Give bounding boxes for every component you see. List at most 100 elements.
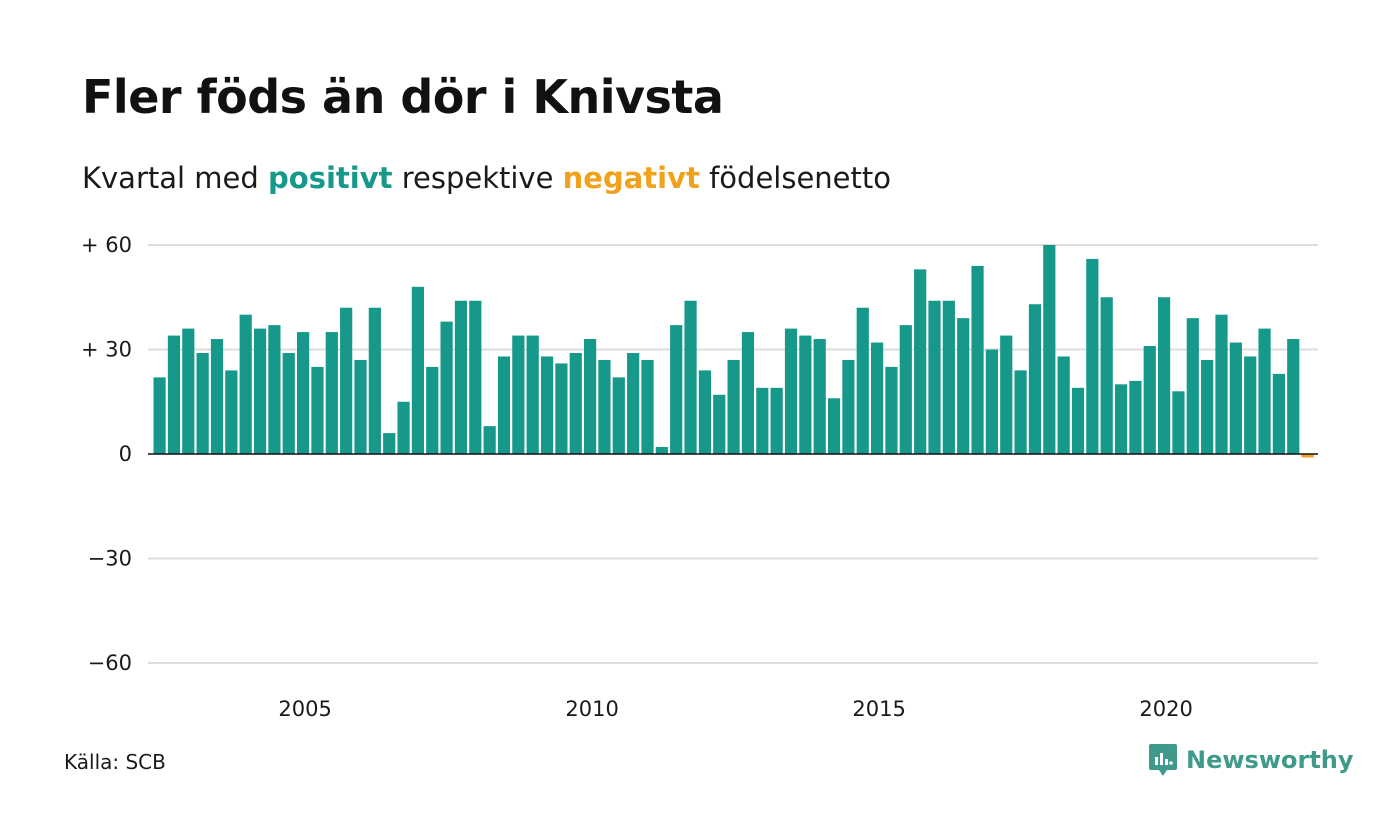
source-note: Källa: SCB <box>64 750 166 774</box>
bar <box>598 359 611 454</box>
bar <box>871 342 884 454</box>
bar <box>612 377 625 454</box>
bar <box>1186 318 1199 454</box>
bar <box>914 269 927 454</box>
newsworthy-logo-icon <box>1149 744 1177 776</box>
bar <box>641 359 654 454</box>
bar <box>225 370 238 454</box>
y-tick-label: 0 <box>119 442 132 466</box>
x-tick-label: 2005 <box>278 697 331 721</box>
bar <box>698 370 711 454</box>
bar <box>1143 346 1156 454</box>
y-tick-label: −60 <box>88 651 132 675</box>
subtitle-text-mid: respektive <box>401 161 554 195</box>
bar <box>813 339 826 454</box>
bar <box>1000 335 1013 454</box>
bar <box>1287 339 1300 454</box>
bar <box>1215 314 1228 454</box>
bar <box>297 332 310 454</box>
bar <box>885 366 898 454</box>
bar <box>440 321 453 454</box>
bar <box>842 359 855 454</box>
bar <box>454 300 468 454</box>
bar <box>253 328 267 454</box>
bar <box>957 318 970 454</box>
grid-lines <box>148 244 1318 664</box>
bar <box>827 398 841 454</box>
bar <box>713 394 726 454</box>
bar <box>1114 384 1128 454</box>
subtitle-text-post: födelsenetto <box>709 161 891 195</box>
x-axis-labels: 2005 2010 2015 2020 <box>278 697 1192 721</box>
bar <box>268 325 281 454</box>
bar <box>1043 245 1056 454</box>
bar <box>784 328 798 454</box>
bar <box>210 339 224 454</box>
bar <box>942 300 955 454</box>
bar <box>1201 359 1214 454</box>
bar <box>655 447 668 454</box>
subtitle-text-pre: Kvartal med <box>82 161 259 195</box>
bar <box>153 377 166 454</box>
bar <box>469 300 482 454</box>
bar <box>167 335 181 454</box>
x-tick-label: 2020 <box>1139 697 1192 721</box>
y-tick-label: −30 <box>88 547 132 571</box>
bar <box>1229 342 1242 454</box>
bar <box>1028 304 1042 454</box>
bar <box>985 349 998 454</box>
bar <box>584 339 597 454</box>
bar <box>1129 380 1142 454</box>
bar <box>1057 356 1070 454</box>
bar <box>526 335 539 454</box>
y-tick-label: + 30 <box>81 338 132 362</box>
bar <box>569 352 582 454</box>
bar <box>1258 328 1271 454</box>
bar <box>670 325 683 454</box>
chart-subtitle: Kvartal med positivt respektive negativt… <box>82 161 891 195</box>
bar <box>325 332 338 454</box>
bar <box>497 356 511 454</box>
bar <box>182 328 195 454</box>
bar <box>311 366 324 454</box>
bar <box>1158 297 1171 454</box>
bar <box>340 307 353 454</box>
bar <box>196 352 209 454</box>
brand-logo: Newsworthy <box>1148 742 1354 778</box>
bar <box>928 300 941 454</box>
bar <box>368 307 381 454</box>
subtitle-positive-highlight: positivt <box>268 161 393 195</box>
bar <box>856 307 869 454</box>
bar <box>770 387 783 454</box>
bar <box>383 433 396 454</box>
brand-name: Newsworthy <box>1186 746 1354 774</box>
bar <box>741 332 755 454</box>
bar <box>1272 373 1285 454</box>
y-tick-label: + 60 <box>81 233 132 257</box>
bar <box>684 300 697 454</box>
bar <box>1172 391 1185 454</box>
x-tick-label: 2015 <box>852 697 905 721</box>
bar <box>512 335 525 454</box>
bar <box>727 359 740 454</box>
bar <box>540 356 554 454</box>
bar <box>282 352 295 454</box>
bar <box>483 426 496 454</box>
bars <box>153 245 1314 458</box>
chart-title: Fler föds än dör i Knivsta <box>82 70 724 124</box>
bar <box>1086 258 1099 454</box>
bar <box>555 363 568 454</box>
bar <box>1014 370 1027 454</box>
subtitle-negative-highlight: negativt <box>562 161 700 195</box>
y-axis-labels: + 60 + 30 0 −30 −60 <box>81 233 132 675</box>
bar <box>397 401 410 454</box>
bar <box>627 352 640 454</box>
bar <box>971 265 984 454</box>
bar <box>1244 356 1257 454</box>
bar <box>426 366 439 454</box>
bar <box>756 387 769 454</box>
bar <box>354 359 367 454</box>
bar <box>1071 387 1085 454</box>
x-tick-label: 2010 <box>565 697 618 721</box>
